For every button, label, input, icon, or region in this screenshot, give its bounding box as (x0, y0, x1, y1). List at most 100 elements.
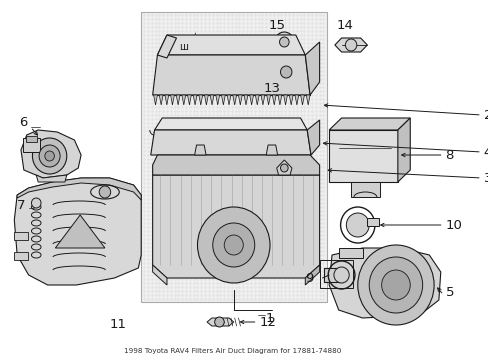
Polygon shape (164, 95, 168, 105)
Text: 2: 2 (483, 108, 488, 122)
Text: 3: 3 (483, 171, 488, 185)
Polygon shape (397, 118, 409, 182)
Polygon shape (210, 95, 214, 105)
Polygon shape (305, 42, 319, 95)
Circle shape (224, 235, 243, 255)
Text: ш: ш (179, 42, 188, 52)
Bar (366, 218, 378, 226)
Text: 15: 15 (267, 18, 285, 32)
Polygon shape (152, 175, 319, 278)
Bar (14, 232, 28, 240)
Polygon shape (159, 95, 163, 105)
Polygon shape (154, 118, 306, 130)
Polygon shape (187, 95, 191, 105)
Polygon shape (226, 95, 230, 105)
Polygon shape (152, 55, 309, 95)
Text: 1998 Toyota RAV4 Filters Air Duct Diagram for 17881-74880: 1998 Toyota RAV4 Filters Air Duct Diagra… (124, 348, 341, 354)
Circle shape (279, 37, 288, 47)
Text: 7: 7 (17, 198, 26, 212)
Text: 12: 12 (259, 315, 276, 328)
Polygon shape (221, 95, 225, 105)
Text: 13: 13 (263, 81, 280, 95)
Circle shape (39, 145, 60, 167)
FancyBboxPatch shape (141, 12, 326, 302)
Polygon shape (193, 95, 197, 105)
Polygon shape (182, 95, 185, 105)
Polygon shape (150, 130, 310, 155)
Circle shape (32, 138, 67, 174)
Polygon shape (157, 35, 176, 58)
Polygon shape (206, 318, 233, 326)
Polygon shape (306, 120, 319, 155)
Bar (26, 136, 37, 142)
Polygon shape (305, 265, 319, 285)
Circle shape (212, 223, 254, 267)
Text: 14: 14 (336, 18, 353, 32)
Polygon shape (289, 95, 292, 105)
Text: 5: 5 (445, 285, 453, 298)
Polygon shape (55, 215, 105, 248)
Text: 1: 1 (264, 311, 273, 324)
Text: 11: 11 (109, 319, 126, 332)
Polygon shape (176, 95, 180, 105)
Polygon shape (261, 95, 264, 105)
Polygon shape (204, 95, 208, 105)
Polygon shape (199, 95, 202, 105)
Text: 9: 9 (305, 271, 313, 284)
Polygon shape (153, 95, 157, 105)
Polygon shape (244, 95, 247, 105)
Polygon shape (215, 95, 219, 105)
Polygon shape (276, 160, 291, 175)
Polygon shape (170, 95, 174, 105)
Bar (324, 268, 343, 282)
Polygon shape (249, 95, 253, 105)
Circle shape (381, 270, 409, 300)
Circle shape (31, 198, 41, 208)
Circle shape (274, 32, 293, 52)
Polygon shape (36, 175, 67, 182)
Bar (328, 130, 397, 182)
Bar (319, 260, 352, 288)
Circle shape (345, 39, 356, 51)
Polygon shape (305, 95, 309, 105)
Polygon shape (328, 248, 440, 318)
Polygon shape (300, 95, 304, 105)
Circle shape (357, 245, 433, 325)
Circle shape (333, 267, 348, 283)
Polygon shape (265, 145, 277, 155)
Polygon shape (255, 95, 259, 105)
Bar (14, 252, 28, 260)
Polygon shape (328, 118, 409, 130)
Circle shape (45, 151, 54, 161)
Polygon shape (276, 58, 295, 72)
Bar (350, 182, 379, 197)
Polygon shape (152, 265, 166, 285)
Polygon shape (14, 178, 141, 285)
Polygon shape (283, 95, 287, 105)
Polygon shape (277, 95, 281, 105)
Polygon shape (338, 248, 362, 258)
Polygon shape (294, 95, 298, 105)
Polygon shape (266, 95, 270, 105)
Text: 10: 10 (445, 219, 462, 231)
Circle shape (214, 317, 224, 327)
Circle shape (280, 164, 287, 172)
Circle shape (99, 186, 110, 198)
Polygon shape (238, 95, 242, 105)
Polygon shape (17, 178, 141, 200)
Polygon shape (194, 145, 205, 155)
Circle shape (368, 257, 422, 313)
Circle shape (346, 213, 368, 237)
Polygon shape (272, 95, 276, 105)
Polygon shape (157, 35, 305, 55)
Circle shape (197, 207, 269, 283)
Text: 6: 6 (19, 116, 27, 129)
Bar (23, 138, 40, 152)
Text: 8: 8 (445, 149, 453, 162)
Polygon shape (152, 155, 319, 175)
Circle shape (280, 66, 291, 78)
Polygon shape (232, 95, 236, 105)
Polygon shape (21, 130, 81, 178)
Polygon shape (334, 38, 366, 52)
Text: 4: 4 (483, 145, 488, 158)
